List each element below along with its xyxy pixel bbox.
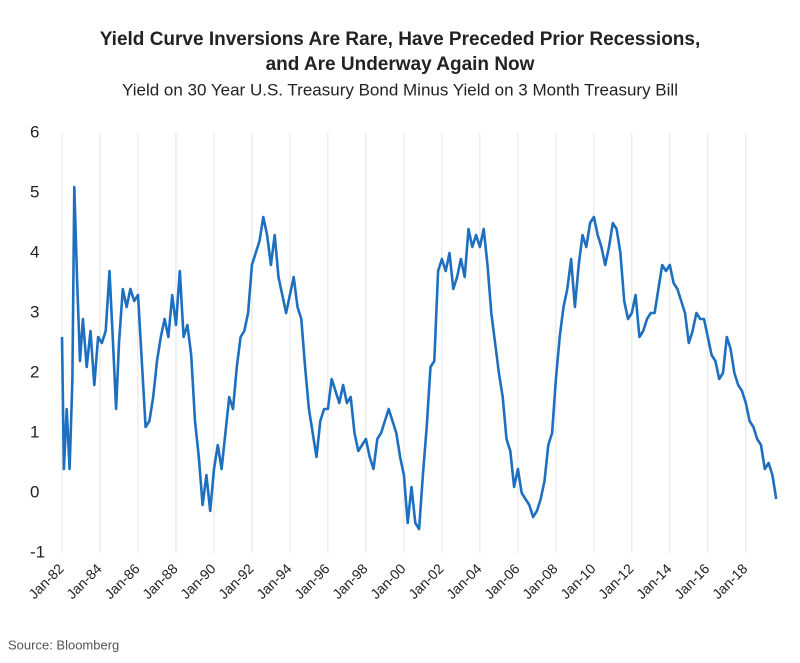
x-tick-label: Jan-98	[329, 560, 371, 602]
y-tick-label: 1	[30, 422, 39, 441]
x-tick-label: Jan-08	[519, 560, 561, 602]
x-tick-label: Jan-92	[215, 560, 257, 602]
x-tick-label: Jan-94	[253, 560, 295, 602]
data-line	[60, 185, 778, 531]
y-tick-label: 3	[30, 302, 39, 321]
chart-title: and Are Underway Again Now	[266, 54, 535, 75]
x-tick-label: Jan-12	[595, 560, 637, 602]
x-tick-label: Jan-14	[633, 560, 675, 602]
x-tick-label: Jan-00	[367, 560, 409, 602]
chart-subtitle: Yield on 30 Year U.S. Treasury Bond Minu…	[122, 80, 678, 99]
y-tick-label: 6	[30, 122, 39, 141]
chart-title: Yield Curve Inversions Are Rare, Have Pr…	[100, 29, 701, 50]
x-tick-label: Jan-02	[405, 560, 447, 602]
y-tick-label: 0	[30, 482, 39, 501]
y-tick-label: -1	[30, 542, 45, 561]
x-tick-label: Jan-06	[481, 560, 523, 602]
y-tick-label: 2	[30, 362, 39, 381]
x-tick-label: Jan-86	[101, 560, 143, 602]
x-tick-label: Jan-90	[177, 560, 219, 602]
y-tick-label: 5	[30, 182, 39, 201]
source-note: Source: Bloomberg	[8, 637, 119, 652]
x-tick-label: Jan-88	[139, 560, 181, 602]
x-tick-label: Jan-04	[443, 560, 485, 602]
x-tick-label: Jan-82	[25, 560, 67, 602]
x-tick-label: Jan-18	[709, 560, 751, 602]
x-tick-label: Jan-16	[671, 560, 713, 602]
x-tick-label: Jan-10	[557, 560, 599, 602]
x-tick-label: Jan-96	[291, 560, 333, 602]
y-tick-label: 4	[30, 242, 39, 261]
x-tick-label: Jan-84	[63, 560, 105, 602]
